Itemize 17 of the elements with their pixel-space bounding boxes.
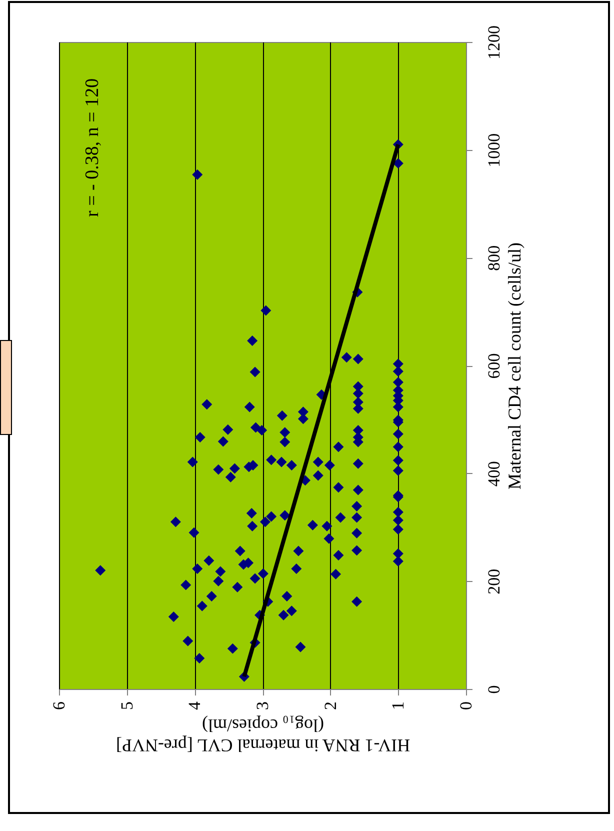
- annotation: r = - 0.38, n = 120: [82, 78, 103, 217]
- x-tick-label: 2: [320, 702, 340, 710]
- x-tick-label: 5: [117, 702, 136, 710]
- y-tick-label: 200: [484, 568, 504, 594]
- y-tick-label: 400: [484, 461, 504, 487]
- x-tick-label: 3: [253, 702, 272, 710]
- x-tick-label: 4: [185, 701, 204, 710]
- y-tick-label: 600: [484, 353, 504, 379]
- x-tick-label: 6: [50, 702, 68, 710]
- y-axis-title: Maternal CD4 cell count (cells/ul): [504, 242, 524, 490]
- y-tick-label: 1200: [484, 26, 504, 60]
- x-axis-title: HIV-1 RNA in maternal CVL [pre-NVP] (log₁₀ copies/ml): [116, 716, 410, 756]
- x-tick-label: 0: [456, 702, 476, 710]
- x-tick-label: 1: [388, 702, 408, 710]
- y-tick-label: 1000: [484, 133, 504, 168]
- y-tick-label: 0: [484, 685, 504, 694]
- y-tick-label: 800: [484, 245, 504, 271]
